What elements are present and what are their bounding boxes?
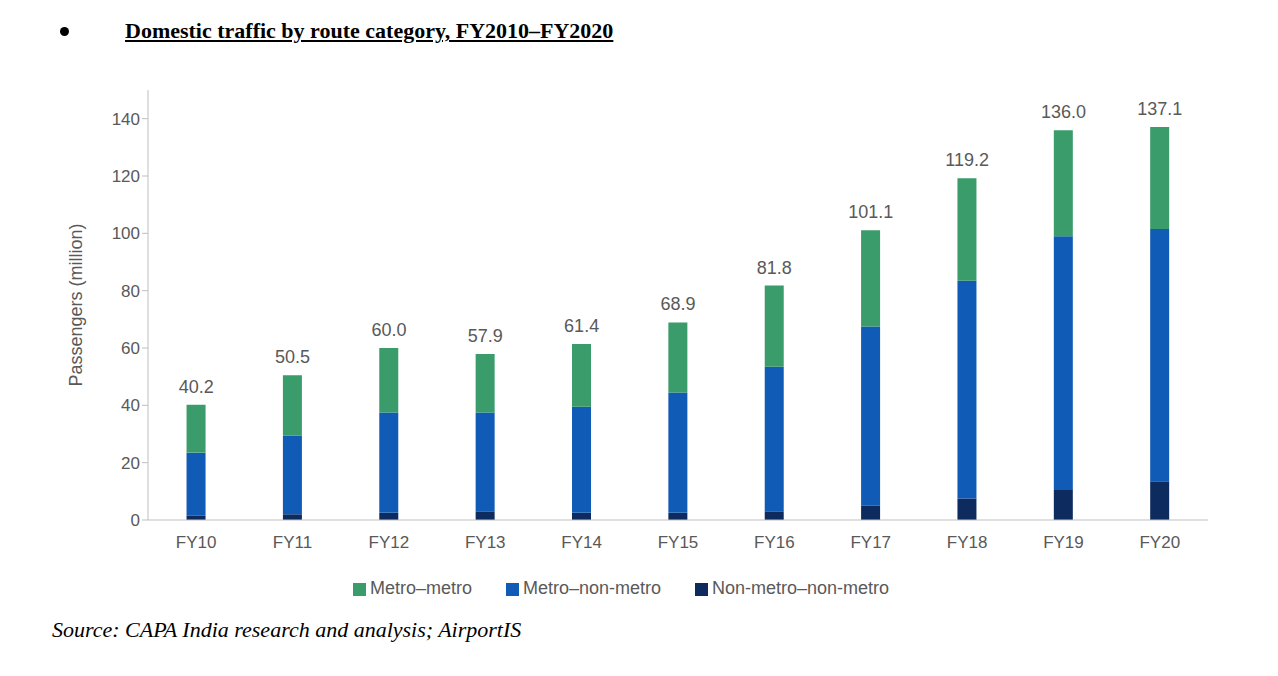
svg-text:136.0: 136.0 [1041,102,1086,122]
svg-text:61.4: 61.4 [564,316,599,336]
html-text:Domestic traffic by route cate: Domestic traffic by route category, FY20… [125,18,614,43]
svg-text:120: 120 [112,167,140,186]
svg-text:FY14: FY14 [561,533,602,552]
svg-text:100: 100 [112,224,140,243]
svg-text:FY17: FY17 [850,533,891,552]
svg-text:FY11: FY11 [273,533,312,552]
svg-text:60: 60 [121,339,140,358]
html-text:Metro–metro: Metro–metro [369,578,472,598]
svg-text:FY15: FY15 [658,533,699,552]
svg-text:0: 0 [131,511,140,530]
svg-text:Passengers (million): Passengers (million) [66,223,86,386]
svg-text:68.9: 68.9 [660,294,695,314]
svg-text:50.5: 50.5 [275,347,310,367]
html-text:Metro–non-metro: Metro–non-metro [523,578,661,598]
svg-text:140: 140 [112,110,140,129]
svg-text:40: 40 [121,396,140,415]
svg-text:FY13: FY13 [465,533,506,552]
svg-text:FY18: FY18 [947,533,988,552]
svg-text:60.0: 60.0 [371,320,406,340]
svg-text:57.9: 57.9 [468,326,503,346]
svg-text:FY20: FY20 [1139,533,1180,552]
svg-text:80: 80 [121,282,140,301]
svg-text:FY10: FY10 [176,533,217,552]
svg-text:40.2: 40.2 [179,377,214,397]
html-text:Source: CAPA India research an: Source: CAPA India research and analysis… [52,617,522,642]
svg-text:81.8: 81.8 [757,258,792,278]
svg-text:FY19: FY19 [1043,533,1084,552]
svg-text:137.1: 137.1 [1137,99,1182,119]
html-text:Non-metro–non-metro: Non-metro–non-metro [712,578,890,598]
svg-text:FY16: FY16 [754,533,795,552]
svg-text:119.2: 119.2 [945,150,989,170]
svg-text:FY12: FY12 [369,533,410,552]
svg-text:101.1: 101.1 [848,202,893,222]
svg-text:20: 20 [121,454,140,473]
